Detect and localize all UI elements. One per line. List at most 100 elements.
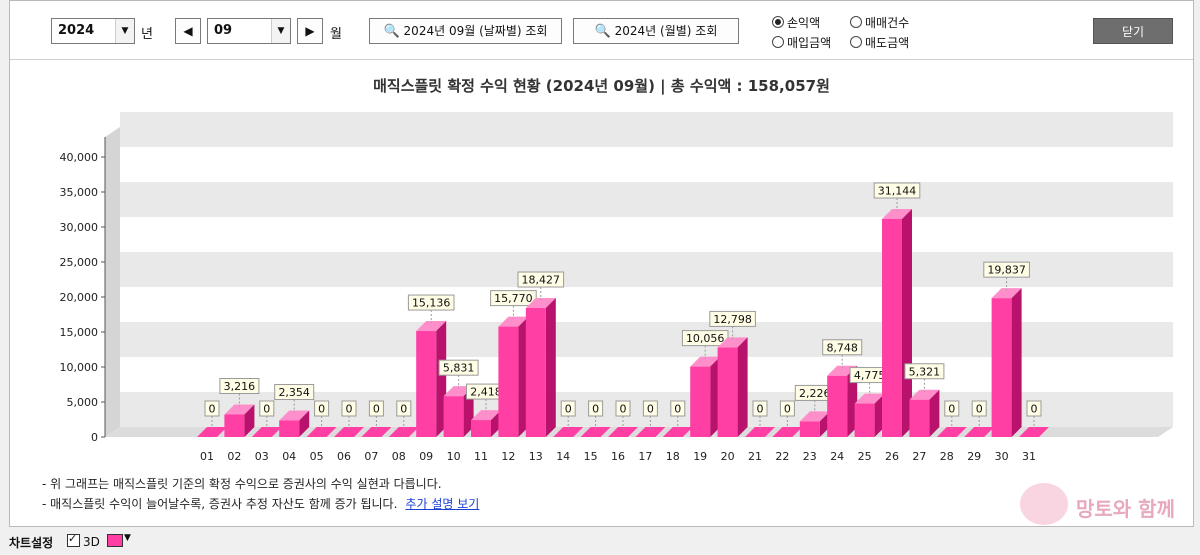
radio-icon — [850, 36, 862, 48]
bar — [443, 396, 464, 437]
bar — [717, 347, 738, 437]
prev-month-button[interactable]: ◀ — [175, 18, 201, 44]
data-label-box — [219, 377, 260, 394]
x-tick-label: 13 — [529, 450, 543, 463]
close-button[interactable]: 닫기 — [1093, 18, 1173, 44]
data-label-box — [588, 400, 604, 417]
bar — [224, 414, 245, 437]
month-select[interactable]: 09 ▼ — [207, 18, 291, 44]
main-window: 2024 ▼ 년 ◀ 09 ▼ ▶ 월 🔍 2024년 09월 (날짜별) 조회… — [9, 0, 1194, 527]
bar — [1019, 427, 1049, 437]
y-tick-label: 40,000 — [60, 151, 99, 164]
data-label: 0 — [318, 403, 325, 416]
bar — [799, 421, 820, 437]
chevron-down-icon[interactable]: ▼ — [271, 19, 290, 43]
x-tick-label: 27 — [912, 450, 926, 463]
bar-side — [737, 337, 748, 437]
bar-top — [498, 316, 529, 327]
radio-profit-label: 손익액 — [787, 16, 821, 30]
grid-band — [120, 112, 1173, 147]
daily-view-button[interactable]: 🔍 2024년 09월 (날짜별) 조회 — [369, 18, 562, 44]
search-icon: 🔍 — [383, 24, 400, 39]
bar — [334, 427, 364, 437]
next-month-button[interactable]: ▶ — [297, 18, 323, 44]
bar — [197, 427, 227, 437]
bar — [772, 427, 803, 437]
left-wall — [105, 127, 120, 437]
data-label-box — [438, 359, 479, 376]
data-label: 0 — [346, 403, 353, 416]
bar — [635, 427, 666, 437]
data-label: 31,144 — [878, 184, 917, 197]
data-label-box — [822, 339, 863, 356]
month-unit-label: 월 — [330, 27, 342, 42]
data-label: 3,216 — [224, 380, 256, 393]
year-select[interactable]: 2024 ▼ — [51, 18, 135, 44]
x-tick-label: 31 — [1022, 450, 1036, 463]
data-label-box — [642, 400, 658, 417]
y-tick-label: 15,000 — [60, 326, 99, 339]
more-info-link[interactable]: 추가 설명 보기 — [405, 497, 480, 511]
month-select-value: 09 — [214, 23, 233, 38]
x-tick-label: 04 — [282, 450, 296, 463]
y-tick-label: 25,000 — [60, 256, 99, 269]
data-label-box — [615, 400, 631, 417]
grid-band — [120, 182, 1173, 217]
note-line-2: - 매직스플릿 수익이 늘어날수록, 증권사 추정 자산도 함께 증가 됩니다.… — [42, 494, 479, 514]
data-label: 5,321 — [909, 365, 941, 378]
data-label-box — [204, 400, 220, 417]
x-tick-label: 23 — [803, 450, 817, 463]
x-tick-label: 20 — [721, 450, 735, 463]
bar-side — [902, 208, 912, 437]
data-label-box — [904, 363, 945, 380]
bar-side — [1011, 288, 1022, 437]
threed-checkbox[interactable]: 3D — [67, 532, 100, 549]
x-tick-label: 22 — [775, 450, 789, 463]
bar — [745, 427, 775, 437]
y-tick-label: 10,000 — [60, 361, 99, 374]
data-label-box — [752, 400, 768, 417]
data-label: 0 — [757, 403, 764, 416]
toolbar: 2024 ▼ 년 ◀ 09 ▼ ▶ 월 🔍 2024년 09월 (날짜별) 조회… — [10, 1, 1193, 60]
data-label-box — [1026, 400, 1042, 417]
data-label: 0 — [948, 403, 955, 416]
watermark-text: 망토와 함께 — [1076, 497, 1175, 521]
data-label: 0 — [565, 403, 572, 416]
checkbox-checked-icon — [67, 532, 80, 547]
x-tick-label: 10 — [447, 450, 461, 463]
chevron-down-icon[interactable]: ▼ — [124, 533, 131, 543]
chart-title: 매직스플릿 확정 수익 현황 (2024년 09월) | 총 수익액 : 158… — [373, 77, 830, 95]
data-label: 15,136 — [412, 297, 451, 310]
x-tick-label: 19 — [693, 450, 707, 463]
data-label: 0 — [674, 403, 681, 416]
bar — [525, 308, 546, 437]
data-label-box — [341, 400, 357, 417]
x-tick-label: 24 — [830, 450, 844, 463]
data-label-box — [407, 294, 455, 311]
chart-notes: - 위 그래프는 매직스플릿 기준의 확정 수익으로 증권사의 수익 실현과 다… — [42, 474, 479, 514]
bar — [854, 403, 875, 437]
radio-buy-amount[interactable]: 매입금액 — [772, 34, 831, 51]
radio-profit[interactable]: 손익액 — [772, 14, 820, 31]
x-tick-label: 25 — [858, 450, 872, 463]
chevron-down-icon[interactable]: ▼ — [115, 19, 134, 43]
x-tick-label: 26 — [885, 450, 899, 463]
note-line-1: - 위 그래프는 매직스플릿 기준의 확정 수익으로 증권사의 수익 실현과 다… — [42, 477, 442, 491]
x-tick-label: 21 — [748, 450, 762, 463]
y-tick-label: 5,000 — [67, 396, 99, 409]
bar-side — [929, 389, 940, 437]
radio-icon — [850, 16, 862, 28]
radio-trade-count-label: 매매건수 — [865, 16, 910, 30]
x-tick-label: 29 — [967, 450, 981, 463]
monthly-view-button[interactable]: 🔍 2024년 (월별) 조회 — [573, 18, 739, 44]
radio-sell-amount[interactable]: 매도금액 — [850, 34, 909, 51]
x-tick-label: 06 — [337, 450, 351, 463]
x-tick-label: 05 — [310, 450, 324, 463]
chart-settings-label: 차트설정 — [9, 536, 54, 550]
mascot-logo — [1020, 483, 1068, 525]
data-label: 2,226 — [799, 387, 831, 400]
radio-trade-count[interactable]: 매매건수 — [850, 14, 909, 31]
data-label: 0 — [400, 403, 407, 416]
x-tick-label: 02 — [227, 450, 241, 463]
bar-color-swatch[interactable] — [107, 534, 123, 547]
